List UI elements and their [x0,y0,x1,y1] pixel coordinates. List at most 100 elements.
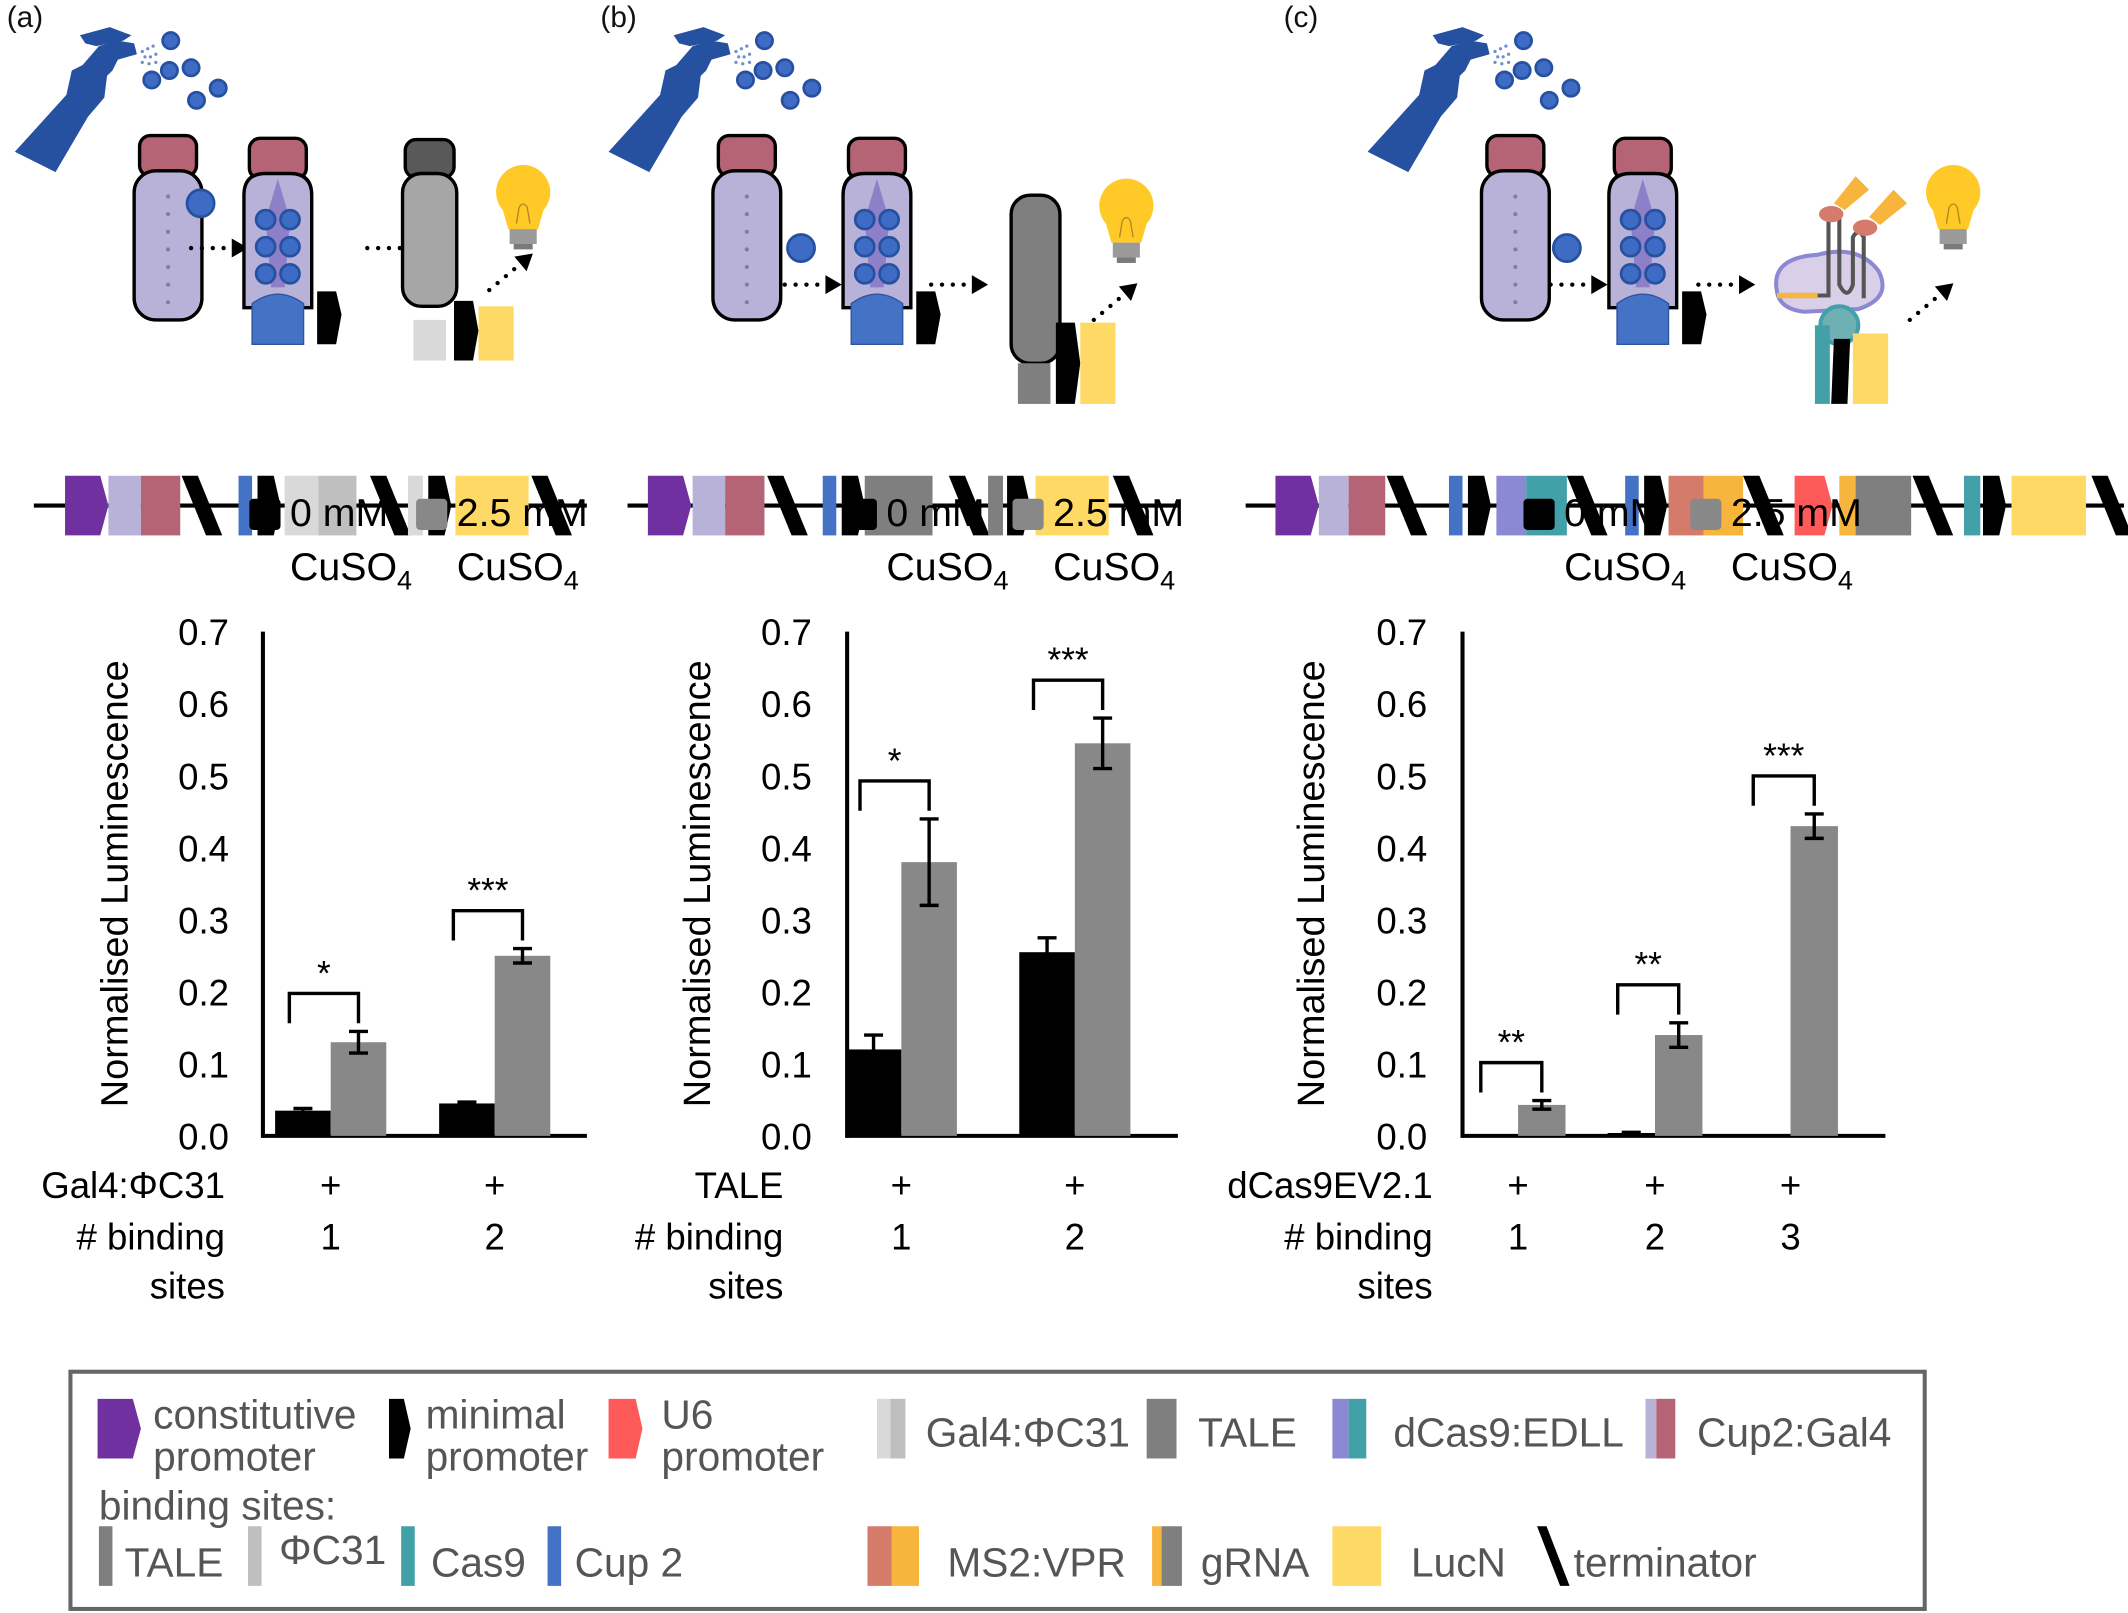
legend-label-1: 2.5 mM [1053,491,1184,535]
bar-treated-2 [1654,1035,1703,1136]
y-tick-label: 0.1 [761,1044,812,1085]
y-tick-label: 0.3 [1376,900,1427,941]
bar-treated-2 [1074,743,1131,1136]
mechanism-illustration-c [1366,25,1981,404]
significance-stars: * [317,954,331,993]
copper-ion-icon [786,233,816,263]
x-tick-label: 1 [321,1217,341,1258]
svg-text:minimal: minimal [426,1392,566,1438]
genetic-circuit-a [33,475,587,536]
svg-text:promoter: promoter [426,1434,589,1480]
legend-label-1: 2.5 mM [457,491,588,535]
y-tick-label: 0.4 [1376,828,1427,869]
error-bar [1804,812,1824,841]
y-axis-label: Normalised Luminescence [677,660,719,1107]
y-tick-label: 0.3 [761,900,812,941]
y-tick-label: 0.5 [178,756,229,797]
minimal-promoter-icon [388,1398,411,1459]
y-tick-label: 0.5 [1376,756,1427,797]
error-bar [1093,716,1113,771]
error-bar [457,1100,477,1107]
svg-text:promoter: promoter [661,1434,824,1480]
legend-label-0: 0 mM [1564,491,1662,535]
parts-key: constitutive promoter minimal promoter U… [68,1369,1927,1611]
copper-ion-icon [185,188,216,219]
lightbulb-icon [1925,164,1981,251]
legend-swatch-1 [416,498,448,530]
error-bar [348,1029,368,1055]
lightbulb-icon [1098,177,1155,264]
key-cup2-gal4: Cup2:Gal4 [1645,1398,1891,1459]
activator-row-label: TALE [695,1165,784,1206]
y-tick-label: 0.1 [178,1044,229,1085]
svg-text:Cup2:Gal4: Cup2:Gal4 [1697,1409,1891,1455]
y-tick-label: 0.2 [178,972,229,1013]
series-legend: 0 mM CuSO4 2.5 mM CuSO4 [845,491,1184,596]
genetic-circuit-c [1245,475,2128,536]
binding-sites-row-label-2: sites [708,1266,783,1307]
x-tick-label: 2 [1645,1217,1665,1258]
x-tick-label: 2 [485,1217,505,1258]
x-tick-label: 2 [1065,1217,1085,1258]
significance-bracket [287,991,361,1024]
svg-text:dCas9:EDLL: dCas9:EDLL [1393,1409,1624,1455]
y-tick-label: 0.0 [178,1116,229,1157]
bar-control-2 [1019,952,1075,1136]
y-tick-label: 0.4 [761,828,812,869]
key-tale: TALE [1146,1398,1297,1459]
key-grna: gRNA [1152,1526,1310,1586]
significance-bracket [1479,1060,1544,1093]
panel-label-c: (c) [1284,1,1319,34]
error-bar [919,817,939,908]
y-tick-label: 0.6 [178,684,229,725]
key-ms2-vpr: MS2:VPR [867,1526,1126,1586]
legend-unit-0: CuSO4 [290,545,412,595]
error-bar [513,946,532,965]
y-tick-label: 0.0 [1376,1116,1427,1157]
svg-text:Gal4:ΦC31: Gal4:ΦC31 [926,1409,1130,1455]
legend-unit-1: CuSO4 [457,545,579,595]
genetic-circuit-b [627,475,1178,536]
panel-label-b: (b) [600,1,636,34]
x-tick-label: 1 [891,1217,911,1258]
binding-sites-row-label-2: sites [1357,1266,1432,1307]
significance-bracket [1616,983,1681,1015]
series-legend: 0 mM CuSO4 2.5 mM CuSO4 [249,491,588,596]
u6-promoter-icon [608,1398,643,1459]
legend-swatch-1 [1012,498,1044,530]
activator-row-label: dCas9EV2.1 [1227,1165,1432,1206]
key-binding-tale: TALE [98,1526,223,1586]
svg-text:MS2:VPR: MS2:VPR [947,1539,1125,1585]
significance-stars: *** [1763,737,1804,776]
binding-sites-row-label: # binding [635,1217,783,1258]
legend-swatch-0 [1523,498,1555,530]
error-bar [1621,1130,1641,1136]
svg-text:U6: U6 [661,1392,713,1438]
significance-bracket [1031,678,1105,710]
key-binding-phic31: ΦC31 [248,1526,386,1586]
y-tick-label: 0.7 [178,612,229,653]
svg-text:Cup 2: Cup 2 [575,1539,684,1585]
y-axis-label: Normalised Luminescence [94,660,136,1107]
gal4-phic31-activator-icon [400,137,514,361]
activator-row-label: Gal4:ΦC31 [41,1165,225,1206]
error-bar [1037,936,1057,969]
activator-present-mark: + [1507,1165,1528,1206]
legend-swatch-1 [1690,498,1722,530]
svg-text:gRNA: gRNA [1201,1539,1310,1585]
y-tick-label: 0.3 [178,900,229,941]
y-tick-label: 0.6 [761,684,812,725]
legend-swatch-0 [845,498,877,530]
svg-text:TALE: TALE [1198,1409,1297,1455]
x-tick-label: 3 [1780,1217,1800,1258]
tale-activator-icon [1009,193,1116,404]
activator-present-mark: + [1644,1165,1665,1206]
significance-stars: *** [1047,641,1088,680]
activator-present-mark: + [1064,1165,1085,1206]
y-tick-label: 0.6 [1376,684,1427,725]
legend-unit-1: CuSO4 [1053,545,1175,595]
key-minimal-promoter: minimal promoter [388,1392,589,1480]
key-lucn: LucN [1332,1526,1506,1586]
significance-stars: ** [1498,1023,1526,1062]
